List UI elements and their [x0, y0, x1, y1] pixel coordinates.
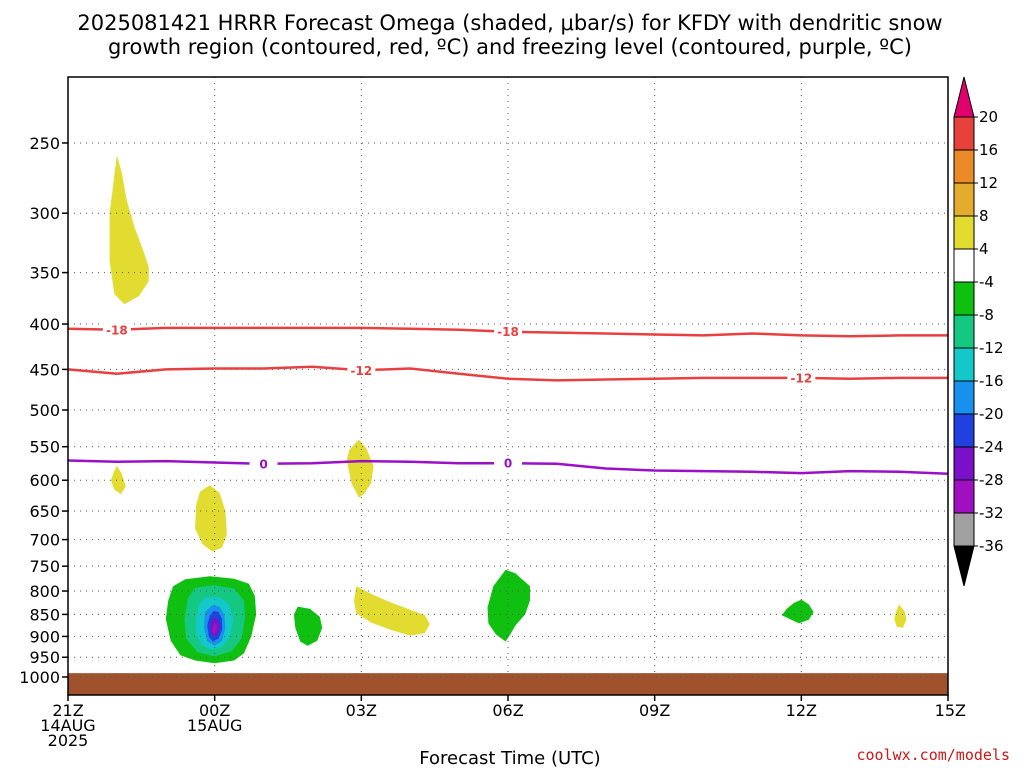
colorbar-seg-1: [953, 149, 975, 184]
colorbar-label-12: -32: [979, 504, 1004, 522]
colorbar-label-10: -24: [979, 438, 1004, 456]
y-tick-label-1000: 1000: [19, 668, 60, 687]
omega-region-7: [293, 606, 323, 646]
colorbar-label-4: 4: [979, 240, 989, 258]
colorbar-seg-9: [953, 413, 975, 448]
contour-label-2-1: 0: [504, 457, 512, 471]
omega-shading: [109, 155, 907, 664]
x-tick-label-18-0: 15Z: [935, 701, 966, 720]
y-tick-label-250: 250: [29, 134, 60, 153]
omega-region-8: [487, 569, 530, 642]
contour-label-0-1: -18: [497, 325, 519, 339]
colorbar-seg-3: [953, 215, 975, 250]
contour-label-bg-1-0: [347, 363, 376, 378]
omega-region-4: [354, 586, 430, 636]
y-axis: 250 300 350 400 450 500 550 600 650 700 750 800 850 9…: [19, 134, 68, 687]
colorbar-seg-4: [953, 248, 975, 283]
colorbar-seg-6: [953, 314, 975, 349]
colorbar-bottom-arrow: [953, 545, 975, 587]
colorbar-label-2: 12: [979, 174, 998, 192]
chart-title-line-2: growth region (contoured, red, ºC) and f…: [108, 35, 912, 59]
colorbar-seg-7: [953, 347, 975, 382]
colorbar-seg-2: [953, 182, 975, 217]
omega-region-5: [894, 604, 907, 628]
x-tick-label-0-2: 2025: [48, 731, 89, 750]
contour-label-bg-2-1: [494, 456, 522, 471]
colorbar-label-3: 8: [979, 207, 989, 225]
colorbar-label-8: -16: [979, 372, 1004, 390]
contour-label-bg-0-0: [102, 322, 131, 337]
omega-region-2: [195, 485, 227, 552]
x-tick-label-15-0: 12Z: [786, 701, 817, 720]
chart-title-line-1: 2025081421 HRRR Forecast Omega (shaded, …: [77, 11, 942, 35]
colorbar-label-11: -28: [979, 471, 1004, 489]
contour-label-1-0: -12: [350, 364, 372, 378]
colorbar-label-1: 16: [979, 141, 998, 159]
colorbar-seg-12: [953, 512, 975, 547]
omega-region-0: [109, 155, 149, 305]
y-tick-label-800: 800: [29, 582, 60, 601]
x-tick-label-6-0: 03Z: [346, 701, 377, 720]
omega-region-15: [212, 623, 218, 635]
y-tick-label-950: 950: [29, 648, 60, 667]
x-tick-label-0-1: 14AUG: [40, 716, 95, 735]
colorbar-seg-10: [953, 446, 975, 481]
colorbar: 20 16 12 8 4 -4 -8 -12 -16 -20 -24 -28 -32 -36: [953, 76, 1004, 587]
x-tick-label-0-0: 21Z: [52, 701, 83, 720]
y-tick-label-500: 500: [29, 401, 60, 420]
omega-region-3: [346, 439, 374, 498]
colorbar-top-arrow: [953, 76, 975, 118]
x-axis-title: Forecast Time (UTC): [419, 748, 600, 768]
credit-link[interactable]: coolwx.com/models: [856, 746, 1010, 764]
contour-label-bg-0-1: [494, 324, 522, 339]
colorbar-label-7: -12: [979, 339, 1004, 357]
contour-label-0-0: -18: [106, 323, 128, 337]
colorbar-label-5: -4: [979, 273, 994, 291]
colorbar-seg-0: [953, 116, 975, 151]
plot-area: -18 -18 -12 -12 0 0 250 300 350 400 450 500 550 600 65…: [19, 76, 966, 750]
omega-region-9: [781, 599, 814, 624]
y-tick-label-700: 700: [29, 531, 60, 550]
y-tick-label-300: 300: [29, 204, 60, 223]
ground-band: [68, 673, 948, 695]
contour-label-bg-2-0: [249, 456, 278, 471]
colorbar-seg-8: [953, 380, 975, 415]
y-tick-label-450: 450: [29, 360, 60, 379]
y-tick-label-550: 550: [29, 438, 60, 457]
x-tick-label-12-0: 09Z: [639, 701, 670, 720]
x-tick-label-9-0: 06Z: [492, 701, 523, 720]
contours: -18 -18 -12 -12 0 0: [68, 322, 948, 475]
colorbar-label-9: -20: [979, 405, 1004, 423]
y-tick-label-750: 750: [29, 557, 60, 576]
contour-label-bg-1-1: [787, 370, 816, 385]
contour-label-1-1: -12: [790, 371, 812, 385]
contour-line-1: [68, 365, 948, 382]
colorbar-seg-11: [953, 479, 975, 514]
y-tick-label-900: 900: [29, 627, 60, 646]
contour-label-2-0: 0: [259, 457, 267, 471]
y-tick-label-350: 350: [29, 264, 60, 283]
y-tick-label-650: 650: [29, 502, 60, 521]
x-tick-label-3-0: 00Z: [199, 701, 230, 720]
x-tick-label-3-1: 15AUG: [187, 716, 242, 735]
y-tick-label-600: 600: [29, 471, 60, 490]
colorbar-label-0: 20: [979, 108, 998, 126]
y-tick-label-400: 400: [29, 315, 60, 334]
colorbar-seg-5: [953, 281, 975, 316]
colorbar-label-13: -36: [979, 537, 1004, 555]
omega-region-1: [111, 465, 126, 495]
colorbar-label-6: -8: [979, 306, 994, 324]
y-tick-label-850: 850: [29, 605, 60, 624]
